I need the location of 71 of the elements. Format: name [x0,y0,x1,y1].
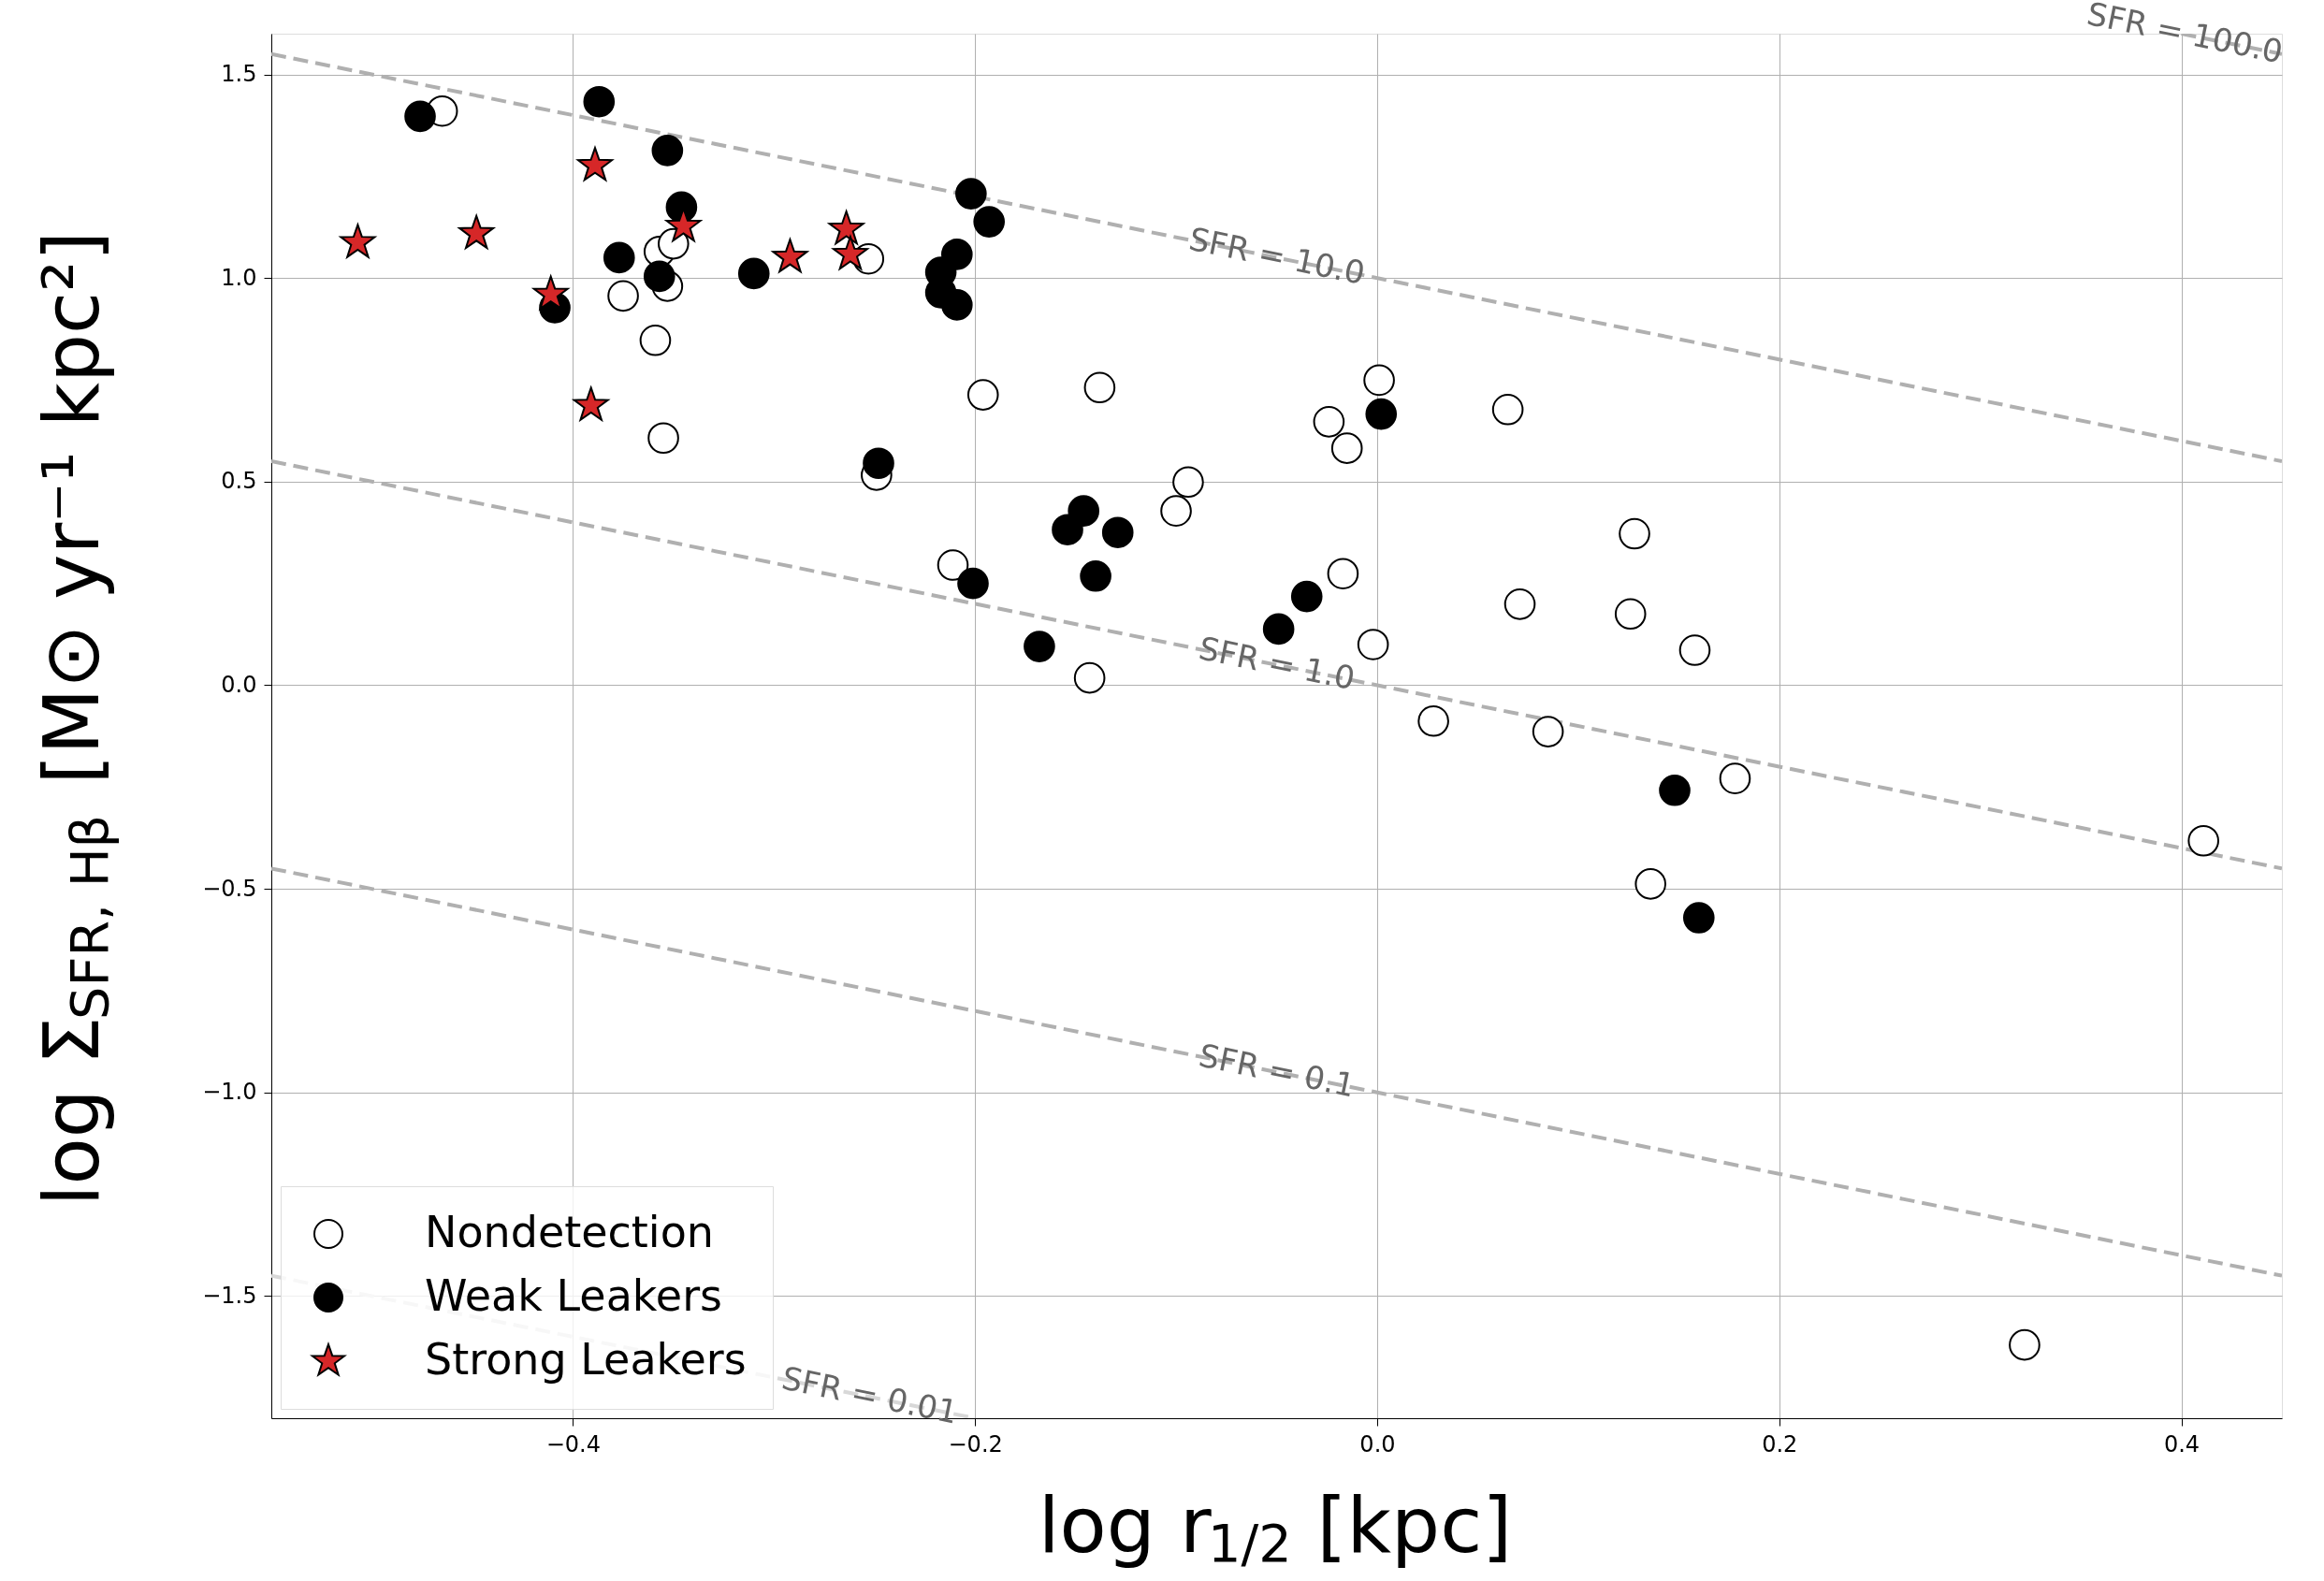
point [2009,1328,2041,1361]
point [576,147,614,181]
text: SFR = 0.01 [778,1358,962,1431]
x-tick-label: 0.2 [1762,1430,1798,1458]
point [1083,371,1116,404]
point [338,222,378,260]
text: SFR = 100.0 [2084,0,2287,71]
point [737,257,770,290]
point [1101,516,1134,549]
point [603,241,635,274]
text: SFR = 10.0 [1185,219,1369,292]
point [966,379,999,411]
point [2187,824,2219,857]
point [1417,705,1449,737]
point [404,100,436,133]
point [1330,432,1363,464]
point [1491,394,1524,426]
point [1363,364,1395,397]
x-tick-label: 0.4 [2163,1430,2201,1458]
legend-label: Weak Leakers [425,1270,723,1321]
point [1365,398,1398,430]
legend-label: Nondetection [425,1207,714,1257]
point [1172,466,1204,499]
y-tick-label: 0.0 [221,671,257,698]
point [1080,560,1111,592]
x-tick-label: −0.4 [545,1430,601,1458]
point [647,422,679,455]
x-tick-label: 0.0 [1359,1430,1396,1458]
y-tick-label: 1.0 [221,264,257,291]
x-tick-label: −0.2 [948,1430,1003,1458]
point [1052,514,1083,545]
y-tick-label: 0.5 [221,468,257,495]
legend-label: Strong Leakers [425,1334,747,1385]
text: SFR = 0.1 [1196,1036,1358,1105]
point [937,549,969,581]
point [1532,716,1564,747]
point [973,206,1005,238]
point [1634,868,1667,900]
point [1503,588,1536,620]
point [1357,629,1389,660]
point [1073,661,1106,694]
point [1262,613,1295,645]
point [1614,598,1647,631]
y-tick-label: −1.5 [202,1282,257,1309]
point [826,209,866,246]
point [770,237,810,274]
point [941,289,973,321]
point [1682,902,1715,934]
point [1719,762,1751,794]
point [955,178,987,210]
point [531,273,571,312]
point [1024,631,1055,662]
point [1313,406,1345,438]
point [1327,558,1359,589]
y-tick-label: −0.5 [202,875,257,902]
point [1619,517,1650,550]
point [1290,580,1323,613]
point [651,135,684,167]
point [863,447,894,480]
y-tick-label: −1.0 [202,1079,257,1106]
point [643,260,675,293]
point [639,325,672,356]
point [1160,495,1192,527]
text: SFR = 1.0 [1196,629,1358,698]
point [1659,775,1691,806]
y-tick-label: 1.5 [221,61,257,88]
point [1678,634,1711,666]
point [583,85,616,118]
point [957,567,989,600]
point [607,280,639,312]
y-axis-title: log ΣSFR, Hβ [M⊙ yr⁻¹ kpc²] [27,230,121,1207]
